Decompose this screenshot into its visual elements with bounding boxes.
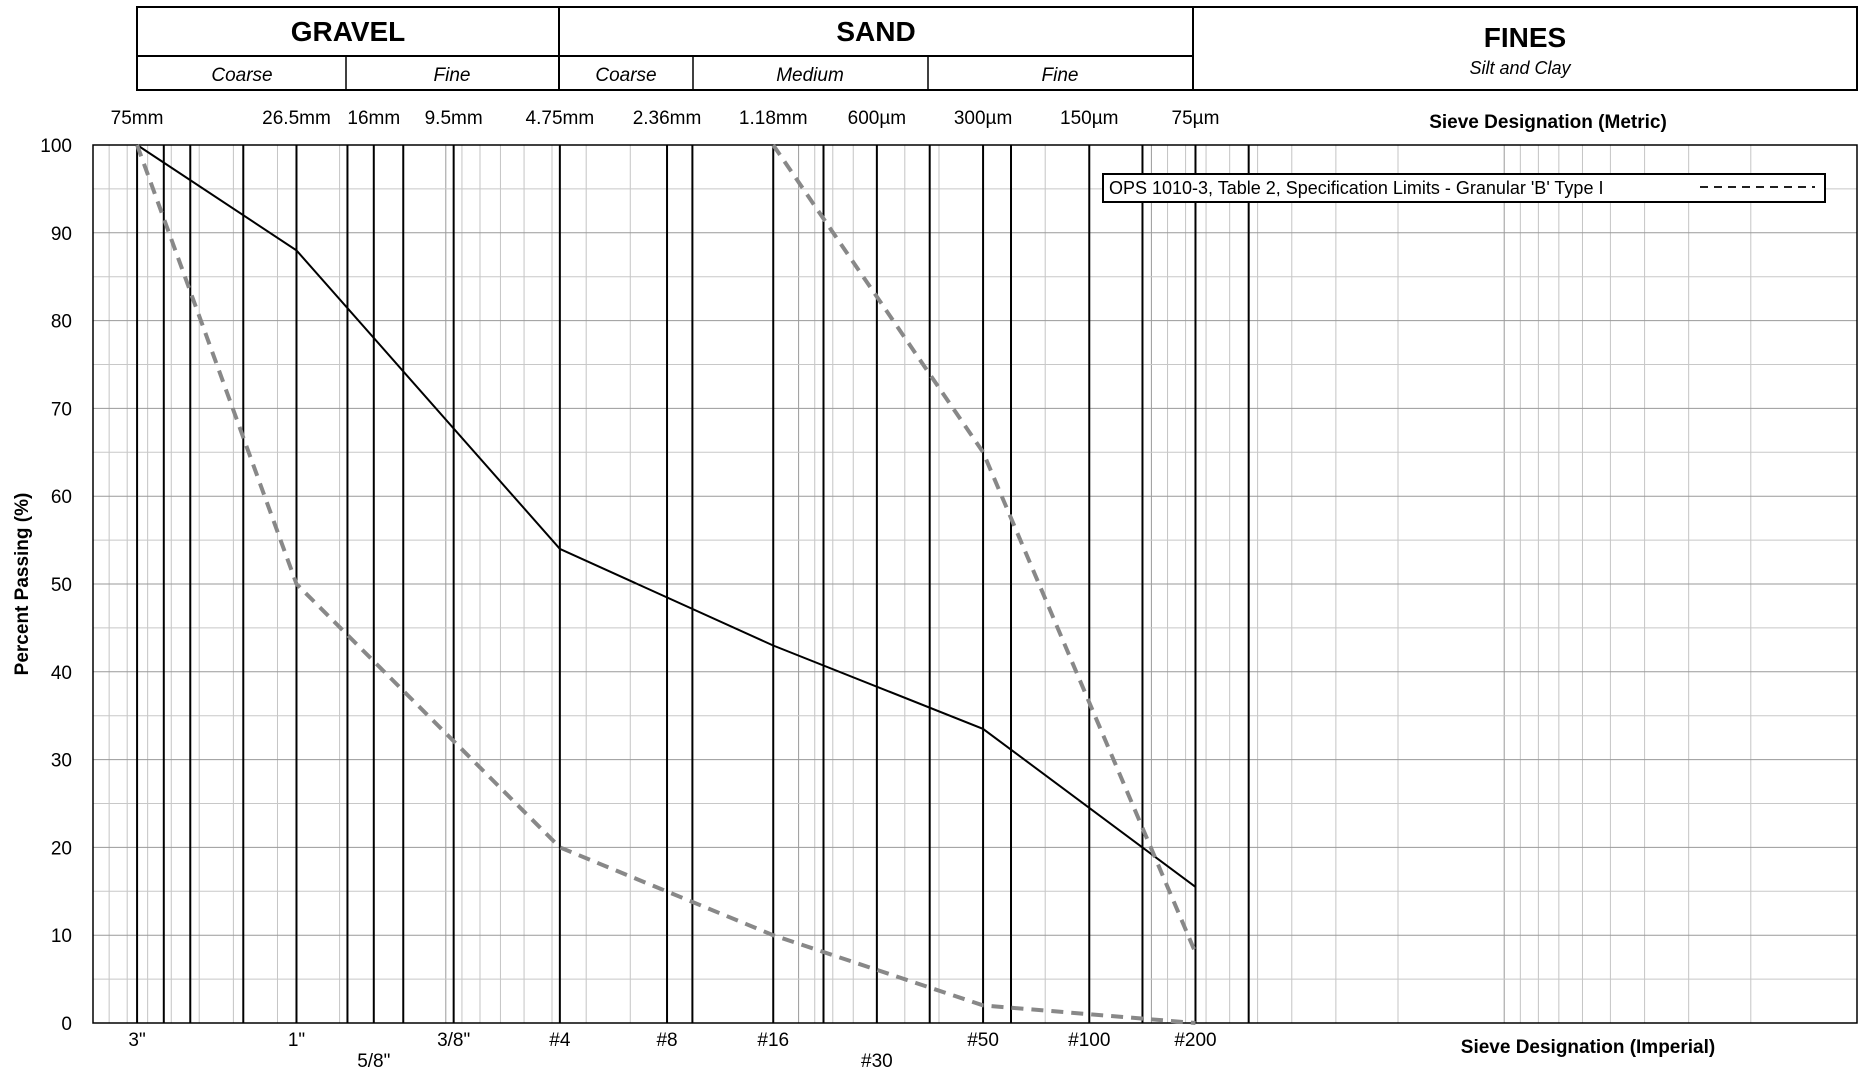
metric-sieve-label: 2.36mm <box>633 108 702 129</box>
y-tick-label: 60 <box>51 487 72 508</box>
soil-classification-header: GRAVEL SAND FINES Silt and Clay Coarse F… <box>136 6 1858 91</box>
sample-gradation-line <box>136 144 1197 888</box>
imperial-sieve-label: #16 <box>757 1030 789 1051</box>
y-tick-label: 80 <box>51 312 72 333</box>
y-tick-label: 50 <box>51 575 72 596</box>
gravel-label: GRAVEL <box>291 16 406 47</box>
imperial-sieve-labels: 3" 1" 5/8" 3/8" #4 #8 #16 #30 #50 #100 #200 <box>128 1030 1216 1072</box>
y-tick-label: 10 <box>51 926 72 947</box>
y-axis-title: Percent Passing (%) <box>12 493 33 676</box>
y-tick-label: 70 <box>51 399 72 420</box>
sand-coarse-label: Coarse <box>595 65 656 86</box>
spec-limit-upper-line <box>771 143 1198 954</box>
imperial-sieve-label: 3/8" <box>437 1030 470 1051</box>
y-tick-label: 30 <box>51 751 72 772</box>
legend-entry-label: OPS 1010-3, Table 2, Specification Limit… <box>1109 178 1603 198</box>
gravel-coarse-label: Coarse <box>211 65 272 86</box>
metric-sieve-label: 16mm <box>347 108 400 129</box>
y-tick-label: 0 <box>61 1014 72 1035</box>
metric-sieve-label: 300µm <box>954 108 1012 129</box>
imperial-sieve-label: #50 <box>967 1030 999 1051</box>
imperial-sieve-label: #8 <box>656 1030 677 1051</box>
y-tick-label: 40 <box>51 663 72 684</box>
imperial-sieve-label: 3" <box>128 1030 145 1051</box>
metric-sieve-label: 75mm <box>111 108 164 129</box>
spec-limit-lower-line <box>135 144 1196 1025</box>
imperial-sieve-label: 1" <box>288 1030 305 1051</box>
metric-sieve-label: 1.18mm <box>739 108 808 129</box>
imperial-sieve-label: #200 <box>1174 1030 1216 1051</box>
sand-fine-label: Fine <box>1042 65 1079 86</box>
imperial-axis-title: Sieve Designation (Imperial) <box>1461 1037 1715 1058</box>
metric-sieve-label: 600µm <box>848 108 906 129</box>
metric-sieve-label: 9.5mm <box>425 108 483 129</box>
gravel-fine-label: Fine <box>434 65 471 86</box>
legend-box <box>1102 173 1826 203</box>
metric-sieve-label: 4.75mm <box>526 108 595 129</box>
header-frame <box>136 6 1858 91</box>
y-tick-label: 20 <box>51 838 72 859</box>
imperial-sieve-label: #4 <box>549 1030 571 1051</box>
grid <box>93 145 1858 1023</box>
plot-frame <box>92 144 1858 1024</box>
y-tick-labels: 0 10 20 30 40 50 60 70 80 90 100 <box>40 136 72 1035</box>
metric-axis-title: Sieve Designation (Metric) <box>1429 112 1667 133</box>
metric-sieve-label: 26.5mm <box>262 108 331 129</box>
imperial-sieve-label: 5/8" <box>357 1051 390 1068</box>
metric-sieve-label: 75µm <box>1172 108 1220 129</box>
metric-sieve-labels: 75mm 26.5mm 16mm 9.5mm 4.75mm 2.36mm 1.18mm 600… <box>111 108 1220 129</box>
sand-medium-label: Medium <box>776 65 844 86</box>
imperial-sieve-label: #30 <box>861 1051 893 1068</box>
data-series <box>135 143 1198 1025</box>
metric-sieve-label: 150µm <box>1060 108 1118 129</box>
imperial-sieve-label: #100 <box>1068 1030 1110 1051</box>
y-tick-label: 100 <box>40 136 72 157</box>
y-tick-label: 90 <box>51 224 72 245</box>
sieve-lines <box>136 145 1250 1023</box>
sand-label: SAND <box>836 16 915 47</box>
legend: OPS 1010-3, Table 2, Specification Limit… <box>1102 173 1826 203</box>
fines-sublabel: Silt and Clay <box>1469 58 1571 78</box>
fines-label: FINES <box>1484 22 1566 53</box>
